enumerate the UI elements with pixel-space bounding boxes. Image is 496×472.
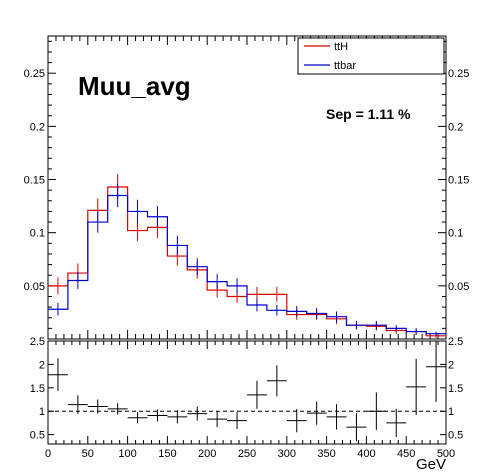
top-y-tick-label-left: 0.05 <box>24 281 45 293</box>
top-y-tick-label-left: 0.15 <box>24 175 45 187</box>
x-tick-label: 150 <box>158 448 176 460</box>
series-ttbar-histogram <box>48 194 446 335</box>
x-tick-label: 500 <box>437 448 455 460</box>
x-tick-label: 250 <box>238 448 256 460</box>
bottom-y-tick-label-right: 2 <box>448 359 454 371</box>
x-tick-label: 0 <box>45 448 51 460</box>
bottom-y-tick-label-left: 1 <box>39 406 45 418</box>
bottom-x-ticks: 0 50 100 150 200 250 300 350 400 450 500 <box>45 341 455 460</box>
top-y-tick-label-right: 0.25 <box>448 68 469 80</box>
top-y-ticks: 0.05 0.05 0.1 0.1 0.15 0.15 0.2 0.2 0.25 0.25 <box>24 40 469 329</box>
bottom-y-tick-label-right: 0.5 <box>448 430 463 442</box>
bottom-y-tick-label-left: 0.5 <box>30 430 45 442</box>
legend-box <box>297 37 445 75</box>
top-y-tick-label-right: 0.05 <box>448 281 469 293</box>
x-axis-label: GeV <box>416 456 446 472</box>
bottom-y-tick-label-right: 1.5 <box>448 383 463 395</box>
legend-label-ttbar: ttbar <box>334 60 356 72</box>
top-y-tick-label-right: 0.1 <box>448 228 463 240</box>
bottom-y-tick-label-right: 2.5 <box>448 336 463 348</box>
top-y-tick-label-right: 0.2 <box>448 121 463 133</box>
bottom-y-ticks: 0.5 0.5 1 1 1.5 1.5 2 2 2.5 2.5 <box>30 336 464 442</box>
bottom-panel: 0.5 0.5 1 1 1.5 1.5 2 2 2.5 2.5 0 50 100 150 200 250 30… <box>30 336 464 472</box>
top-y-tick-label-left: 0.2 <box>30 121 45 133</box>
bottom-y-tick-label-right: 1 <box>448 406 454 418</box>
x-tick-label: 300 <box>278 448 296 460</box>
x-tick-label: 50 <box>82 448 94 460</box>
top-x-ticks <box>47 36 447 339</box>
ratio-points <box>48 341 446 442</box>
x-tick-label: 200 <box>198 448 216 460</box>
x-tick-label: 350 <box>317 448 335 460</box>
x-tick-label: 450 <box>397 448 415 460</box>
chart-title: Muu_avg <box>78 71 191 101</box>
top-y-tick-label-left: 0.1 <box>30 228 45 240</box>
top-y-tick-label-left: 0.25 <box>24 68 45 80</box>
bottom-y-tick-label-left: 2 <box>39 359 45 371</box>
top-series <box>48 174 446 338</box>
top-panel: 0.05 0.05 0.1 0.1 0.15 0.15 0.2 0.2 0.25 0.25 Muu… <box>24 35 469 340</box>
legend: ttH ttbar <box>297 37 445 75</box>
x-tick-label: 400 <box>357 448 375 460</box>
separation-annotation: Sep = 1.11 % <box>326 106 411 122</box>
bottom-y-tick-label-left: 1.5 <box>30 383 45 395</box>
legend-label-tth: ttH <box>334 41 348 53</box>
x-tick-label: 100 <box>118 448 136 460</box>
bottom-y-tick-label-left: 2.5 <box>30 336 45 348</box>
ratio-plot-frame <box>47 340 447 445</box>
top-y-tick-label-right: 0.15 <box>448 175 469 187</box>
